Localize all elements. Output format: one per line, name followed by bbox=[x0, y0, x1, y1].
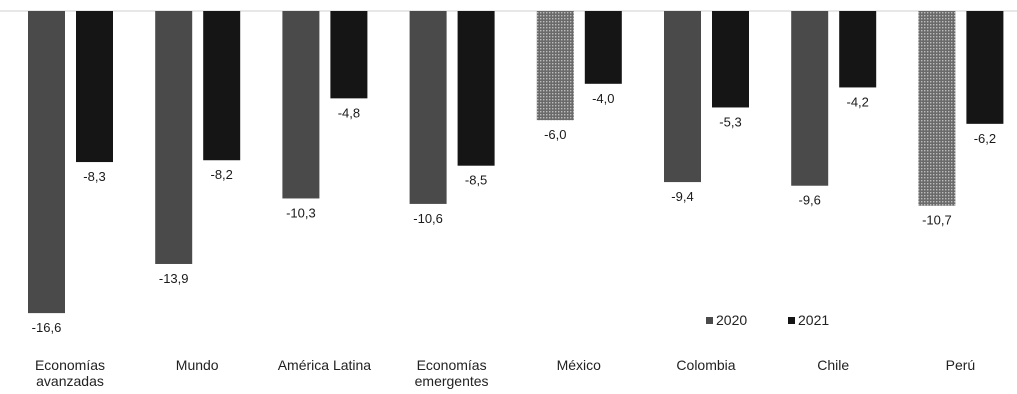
value-label-2021-7: -6,2 bbox=[974, 131, 996, 146]
bar-2020-0 bbox=[28, 11, 65, 314]
bar-2020-1 bbox=[155, 11, 193, 264]
value-labels-group: -16,6 -8,3 -13,9 -8,2 -10,3 -4,8 -10,6 -8,5 -6,0… bbox=[32, 91, 996, 335]
legend-swatch-2020 bbox=[706, 317, 713, 324]
bar-2021-5 bbox=[712, 11, 749, 108]
category-label-0-0: Economías bbox=[35, 357, 105, 373]
category-label-0-1: avanzadas bbox=[36, 373, 104, 389]
bar-2021-0 bbox=[76, 11, 113, 163]
value-label-2021-5: -5,3 bbox=[719, 114, 741, 129]
category-label-7-0: Perú bbox=[946, 357, 976, 373]
value-label-2020-4: -6,0 bbox=[544, 127, 566, 142]
bar-2020-3 bbox=[409, 11, 447, 204]
bar-2020-2 bbox=[282, 11, 320, 199]
value-label-2021-4: -4,0 bbox=[592, 91, 614, 106]
value-label-2021-1: -8,2 bbox=[210, 167, 232, 182]
value-label-2021-6: -4,2 bbox=[846, 94, 868, 109]
category-label-5-0: Colombia bbox=[676, 357, 735, 373]
bar-2021-6 bbox=[839, 11, 877, 88]
value-label-2020-5: -9,4 bbox=[671, 189, 693, 204]
value-label-2020-6: -9,6 bbox=[798, 193, 820, 208]
bar-2020-7 bbox=[918, 11, 956, 206]
value-label-2021-2: -4,8 bbox=[338, 105, 360, 120]
bar-2021-1 bbox=[203, 11, 241, 161]
bar-2021-7 bbox=[966, 11, 1004, 124]
category-label-3-1: emergentes bbox=[415, 373, 489, 389]
value-label-2020-1: -13,9 bbox=[159, 271, 189, 286]
category-label-3-0: Economías bbox=[417, 357, 487, 373]
bar-2021-2 bbox=[330, 11, 368, 99]
bar-2021-4 bbox=[584, 11, 622, 84]
bar-2020-5 bbox=[664, 11, 701, 183]
value-label-2020-3: -10,6 bbox=[413, 211, 443, 226]
category-label-2-0: América Latina bbox=[278, 357, 372, 373]
bar-2020-4 bbox=[536, 11, 574, 121]
bar-2021-3 bbox=[457, 11, 495, 166]
legend-swatch-2021 bbox=[788, 317, 795, 324]
category-label-6-0: Chile bbox=[817, 357, 849, 373]
value-label-2021-0: -8,3 bbox=[83, 169, 105, 184]
value-label-2020-2: -10,3 bbox=[286, 205, 316, 220]
legend-label-2020: 2020 bbox=[716, 312, 747, 328]
category-label-4-0: México bbox=[557, 357, 602, 373]
value-label-2020-0: -16,6 bbox=[32, 320, 62, 335]
value-label-2021-3: -8,5 bbox=[465, 173, 487, 188]
legend: 2020 2021 bbox=[706, 312, 829, 328]
value-label-2020-7: -10,7 bbox=[922, 213, 952, 228]
legend-label-2021: 2021 bbox=[798, 312, 829, 328]
bars-group bbox=[28, 11, 1004, 314]
bar-2020-6 bbox=[791, 11, 829, 186]
category-label-1-0: Mundo bbox=[176, 357, 219, 373]
